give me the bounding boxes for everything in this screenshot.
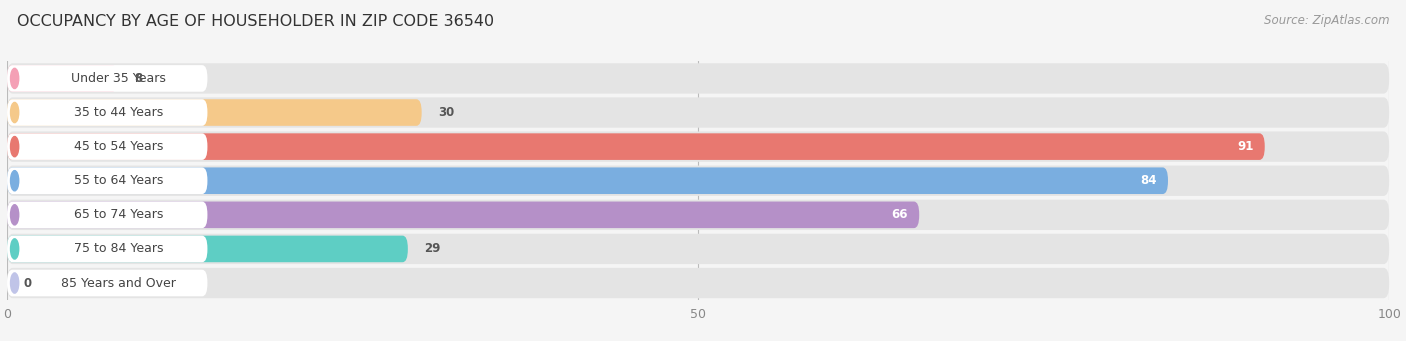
Text: 65 to 74 Years: 65 to 74 Years	[73, 208, 163, 221]
Circle shape	[10, 136, 18, 157]
FancyBboxPatch shape	[7, 268, 1389, 298]
Text: Under 35 Years: Under 35 Years	[70, 72, 166, 85]
FancyBboxPatch shape	[7, 200, 1389, 230]
Circle shape	[10, 102, 18, 123]
Text: 29: 29	[425, 242, 441, 255]
Text: 35 to 44 Years: 35 to 44 Years	[73, 106, 163, 119]
FancyBboxPatch shape	[7, 65, 208, 92]
FancyBboxPatch shape	[7, 63, 1389, 93]
FancyBboxPatch shape	[7, 133, 1265, 160]
Text: Source: ZipAtlas.com: Source: ZipAtlas.com	[1264, 14, 1389, 27]
FancyBboxPatch shape	[7, 98, 1389, 128]
FancyBboxPatch shape	[7, 133, 208, 160]
FancyBboxPatch shape	[7, 202, 208, 228]
Text: 8: 8	[134, 72, 142, 85]
FancyBboxPatch shape	[7, 236, 208, 262]
Text: 30: 30	[439, 106, 454, 119]
Text: 85 Years and Over: 85 Years and Over	[60, 277, 176, 290]
Text: 0: 0	[24, 277, 32, 290]
Text: 55 to 64 Years: 55 to 64 Years	[73, 174, 163, 187]
Text: OCCUPANCY BY AGE OF HOUSEHOLDER IN ZIP CODE 36540: OCCUPANCY BY AGE OF HOUSEHOLDER IN ZIP C…	[17, 14, 494, 29]
FancyBboxPatch shape	[7, 270, 208, 296]
FancyBboxPatch shape	[7, 202, 920, 228]
FancyBboxPatch shape	[7, 236, 408, 262]
Text: 84: 84	[1140, 174, 1157, 187]
Circle shape	[10, 239, 18, 259]
Text: 66: 66	[891, 208, 908, 221]
FancyBboxPatch shape	[7, 99, 422, 126]
FancyBboxPatch shape	[7, 65, 118, 92]
Circle shape	[10, 68, 18, 89]
FancyBboxPatch shape	[7, 167, 1168, 194]
Text: 91: 91	[1237, 140, 1254, 153]
Circle shape	[10, 205, 18, 225]
Text: 45 to 54 Years: 45 to 54 Years	[73, 140, 163, 153]
Circle shape	[10, 170, 18, 191]
FancyBboxPatch shape	[7, 132, 1389, 162]
FancyBboxPatch shape	[7, 234, 1389, 264]
Circle shape	[10, 273, 18, 293]
FancyBboxPatch shape	[7, 99, 208, 126]
FancyBboxPatch shape	[7, 166, 1389, 196]
FancyBboxPatch shape	[7, 167, 208, 194]
Text: 75 to 84 Years: 75 to 84 Years	[73, 242, 163, 255]
